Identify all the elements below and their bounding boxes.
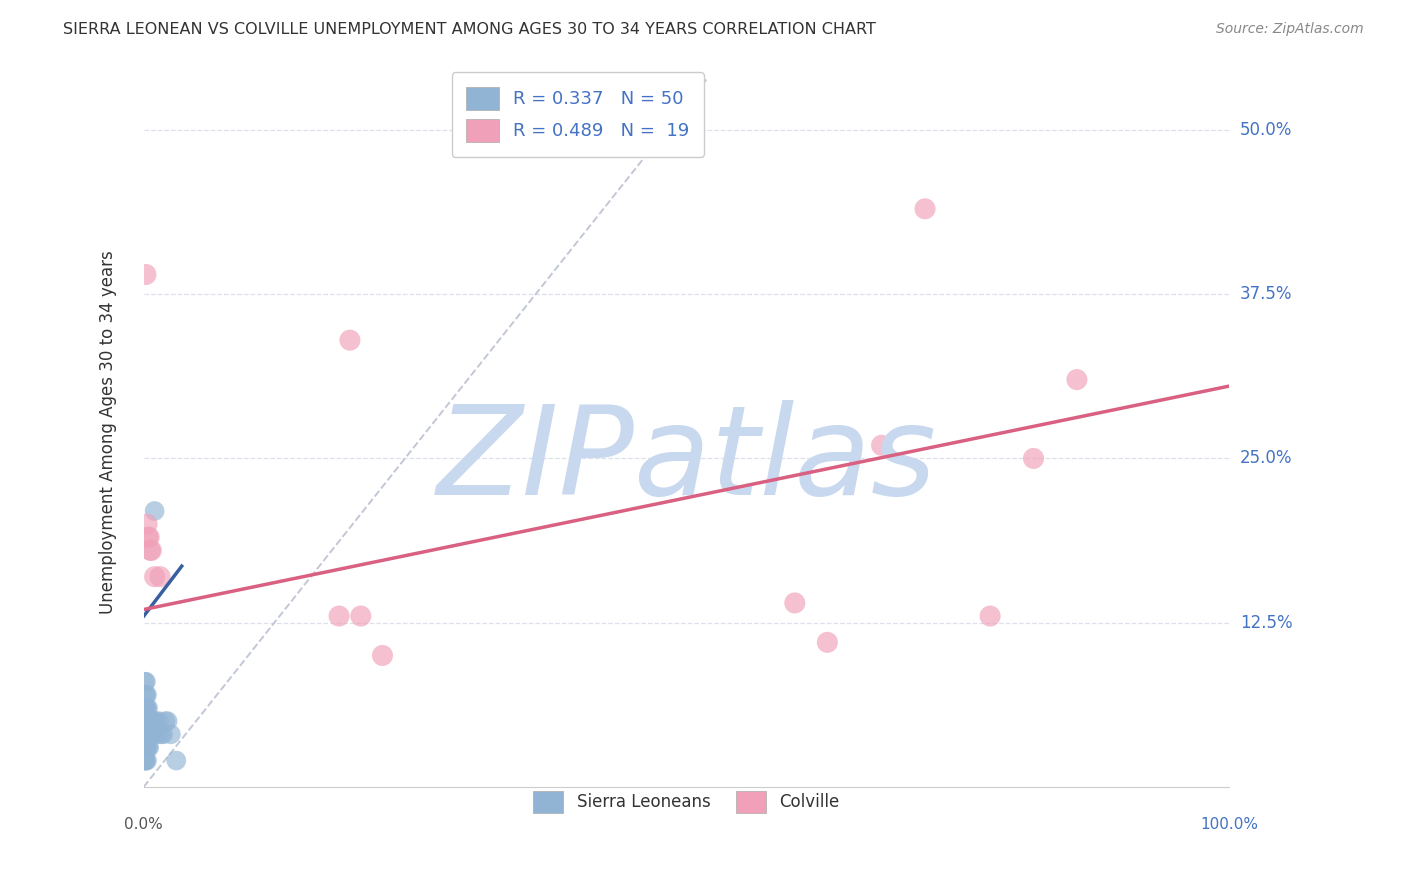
Point bbox=[136, 740, 159, 755]
Point bbox=[134, 674, 156, 689]
Point bbox=[134, 701, 156, 715]
Point bbox=[134, 754, 156, 768]
Point bbox=[783, 596, 806, 610]
Point bbox=[135, 754, 157, 768]
Point bbox=[135, 740, 157, 755]
Point bbox=[136, 517, 159, 532]
Point bbox=[145, 714, 167, 728]
Point bbox=[143, 504, 166, 518]
Point bbox=[149, 569, 172, 583]
Point bbox=[914, 202, 936, 216]
Point bbox=[134, 714, 156, 728]
Point bbox=[155, 714, 177, 728]
Point bbox=[165, 754, 187, 768]
Point bbox=[141, 727, 163, 741]
Point bbox=[138, 727, 160, 741]
Point bbox=[136, 714, 159, 728]
Point bbox=[135, 674, 157, 689]
Point bbox=[141, 727, 163, 741]
Point bbox=[152, 727, 174, 741]
Point bbox=[979, 609, 1001, 624]
Point bbox=[135, 268, 157, 282]
Legend: Sierra Leoneans, Colville: Sierra Leoneans, Colville bbox=[524, 783, 848, 821]
Point bbox=[371, 648, 394, 663]
Point bbox=[139, 543, 162, 558]
Point bbox=[148, 714, 170, 728]
Point bbox=[135, 727, 157, 741]
Point bbox=[135, 714, 157, 728]
Text: 37.5%: 37.5% bbox=[1240, 285, 1292, 303]
Point bbox=[134, 727, 156, 741]
Point bbox=[136, 701, 159, 715]
Point bbox=[160, 727, 183, 741]
Point bbox=[134, 688, 156, 702]
Point bbox=[870, 438, 893, 452]
Point bbox=[150, 727, 173, 741]
Text: ZIPatlas: ZIPatlas bbox=[436, 400, 936, 521]
Text: 0.0%: 0.0% bbox=[124, 817, 163, 832]
Text: 100.0%: 100.0% bbox=[1199, 817, 1258, 832]
Point bbox=[134, 727, 156, 741]
Text: 50.0%: 50.0% bbox=[1240, 121, 1292, 139]
Point bbox=[139, 727, 162, 741]
Point bbox=[815, 635, 838, 649]
Point bbox=[136, 530, 159, 544]
Point bbox=[136, 727, 159, 741]
Point bbox=[1022, 451, 1045, 466]
Point bbox=[146, 727, 169, 741]
Point bbox=[156, 714, 179, 728]
Point bbox=[135, 701, 157, 715]
Point bbox=[328, 609, 350, 624]
Text: Source: ZipAtlas.com: Source: ZipAtlas.com bbox=[1216, 22, 1364, 37]
Text: SIERRA LEONEAN VS COLVILLE UNEMPLOYMENT AMONG AGES 30 TO 34 YEARS CORRELATION CH: SIERRA LEONEAN VS COLVILLE UNEMPLOYMENT … bbox=[63, 22, 876, 37]
Point bbox=[136, 740, 159, 755]
Point bbox=[1066, 373, 1088, 387]
Point bbox=[136, 701, 159, 715]
Point bbox=[134, 754, 156, 768]
Point bbox=[138, 714, 160, 728]
Point bbox=[143, 569, 166, 583]
Point bbox=[350, 609, 373, 624]
Point bbox=[141, 543, 163, 558]
Point bbox=[135, 688, 157, 702]
Point bbox=[135, 740, 157, 755]
Point bbox=[136, 688, 159, 702]
Point bbox=[141, 714, 163, 728]
Point bbox=[136, 754, 159, 768]
Point bbox=[134, 740, 156, 755]
Point bbox=[138, 530, 160, 544]
Point bbox=[135, 714, 157, 728]
Point bbox=[138, 740, 160, 755]
Point bbox=[142, 714, 165, 728]
Point bbox=[139, 714, 162, 728]
Point bbox=[339, 333, 361, 347]
Point bbox=[134, 701, 156, 715]
Point bbox=[136, 714, 159, 728]
Point bbox=[134, 740, 156, 755]
Point bbox=[134, 714, 156, 728]
Point bbox=[136, 727, 159, 741]
Y-axis label: Unemployment Among Ages 30 to 34 years: Unemployment Among Ages 30 to 34 years bbox=[100, 251, 117, 614]
Text: 25.0%: 25.0% bbox=[1240, 450, 1292, 467]
Text: 12.5%: 12.5% bbox=[1240, 614, 1292, 632]
